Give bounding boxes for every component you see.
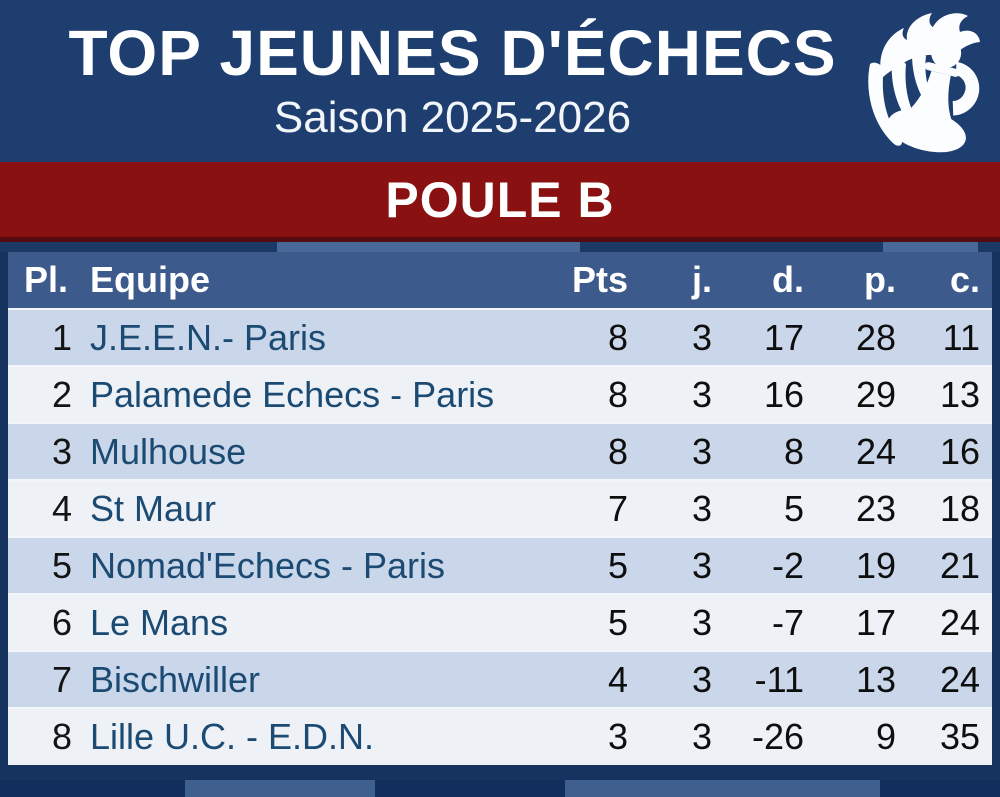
col-header-pl: Pl. [8, 252, 82, 309]
masthead: TOP JEUNES D'ÉCHECS Saison 2025-2026 [0, 0, 1000, 162]
col-header-equipe: Equipe [82, 252, 546, 309]
cell-j: 3 [640, 651, 724, 708]
col-header-j: j. [640, 252, 724, 309]
col-header-d: d. [724, 252, 816, 309]
cell-d: -7 [724, 594, 816, 651]
standings-section: Pl. Equipe Pts j. d. p. c. 1 J.E.E.N.- P… [0, 242, 1000, 797]
cell-j: 3 [640, 480, 724, 537]
cell-d: 17 [724, 309, 816, 366]
cell-j: 3 [640, 594, 724, 651]
table-header-row: Pl. Equipe Pts j. d. p. c. [8, 252, 992, 309]
cell-c: 11 [908, 309, 992, 366]
cell-pts: 5 [546, 594, 640, 651]
cell-c: 24 [908, 651, 992, 708]
cell-pts: 4 [546, 651, 640, 708]
table-row: 8 Lille U.C. - E.D.N. 3 3 -26 9 35 [8, 708, 992, 765]
cell-p: 17 [816, 594, 908, 651]
table-row: 3 Mulhouse 8 3 8 24 16 [8, 423, 992, 480]
cell-d: 16 [724, 366, 816, 423]
cell-equipe: St Maur [82, 480, 546, 537]
table-row: 5 Nomad'Echecs - Paris 5 3 -2 19 21 [8, 537, 992, 594]
cell-p: 24 [816, 423, 908, 480]
cell-pl: 6 [8, 594, 82, 651]
cell-d: 5 [724, 480, 816, 537]
cell-equipe: Bischwiller [82, 651, 546, 708]
background-tile-strip-top [0, 242, 1000, 252]
cell-c: 21 [908, 537, 992, 594]
table-row: 1 J.E.E.N.- Paris 8 3 17 28 11 [8, 309, 992, 366]
standings-table: Pl. Equipe Pts j. d. p. c. 1 J.E.E.N.- P… [8, 252, 992, 765]
cell-equipe: Mulhouse [82, 423, 546, 480]
ffe-rooster-logo-icon [845, 2, 997, 162]
table-row: 2 Palamede Echecs - Paris 8 3 16 29 13 [8, 366, 992, 423]
cell-p: 28 [816, 309, 908, 366]
cell-p: 23 [816, 480, 908, 537]
cell-pts: 8 [546, 423, 640, 480]
col-header-p: p. [816, 252, 908, 309]
cell-pl: 3 [8, 423, 82, 480]
cell-equipe: Lille U.C. - E.D.N. [82, 708, 546, 765]
cell-j: 3 [640, 366, 724, 423]
cell-j: 3 [640, 537, 724, 594]
cell-equipe: Palamede Echecs - Paris [82, 366, 546, 423]
cell-pl: 2 [8, 366, 82, 423]
cell-pl: 8 [8, 708, 82, 765]
cell-d: -2 [724, 537, 816, 594]
cell-c: 13 [908, 366, 992, 423]
cell-equipe: Le Mans [82, 594, 546, 651]
cell-pts: 8 [546, 309, 640, 366]
cell-d: -11 [724, 651, 816, 708]
cell-c: 35 [908, 708, 992, 765]
table-row: 7 Bischwiller 4 3 -11 13 24 [8, 651, 992, 708]
col-header-c: c. [908, 252, 992, 309]
cell-d: 8 [724, 423, 816, 480]
cell-j: 3 [640, 708, 724, 765]
cell-pts: 3 [546, 708, 640, 765]
cell-p: 29 [816, 366, 908, 423]
cell-pl: 7 [8, 651, 82, 708]
cell-j: 3 [640, 309, 724, 366]
cell-p: 13 [816, 651, 908, 708]
season-subtitle: Saison 2025-2026 [273, 93, 632, 143]
cell-d: -26 [724, 708, 816, 765]
cell-equipe: J.E.E.N.- Paris [82, 309, 546, 366]
cell-c: 24 [908, 594, 992, 651]
poule-label: POULE B [385, 171, 615, 228]
poule-banner: POULE B [0, 162, 1000, 242]
table-row: 6 Le Mans 5 3 -7 17 24 [8, 594, 992, 651]
masthead-text: TOP JEUNES D'ÉCHECS Saison 2025-2026 [0, 17, 1000, 143]
page-title: TOP JEUNES D'ÉCHECS [68, 17, 837, 89]
cell-pts: 8 [546, 366, 640, 423]
cell-j: 3 [640, 423, 724, 480]
cell-pl: 5 [8, 537, 82, 594]
col-header-pts: Pts [546, 252, 640, 309]
cell-p: 19 [816, 537, 908, 594]
cell-c: 18 [908, 480, 992, 537]
cell-pts: 7 [546, 480, 640, 537]
cell-c: 16 [908, 423, 992, 480]
table-row: 4 St Maur 7 3 5 23 18 [8, 480, 992, 537]
cell-p: 9 [816, 708, 908, 765]
cell-pl: 1 [8, 309, 82, 366]
cell-equipe: Nomad'Echecs - Paris [82, 537, 546, 594]
background-tile-strip-bottom [0, 780, 1000, 797]
cell-pl: 4 [8, 480, 82, 537]
cell-pts: 5 [546, 537, 640, 594]
